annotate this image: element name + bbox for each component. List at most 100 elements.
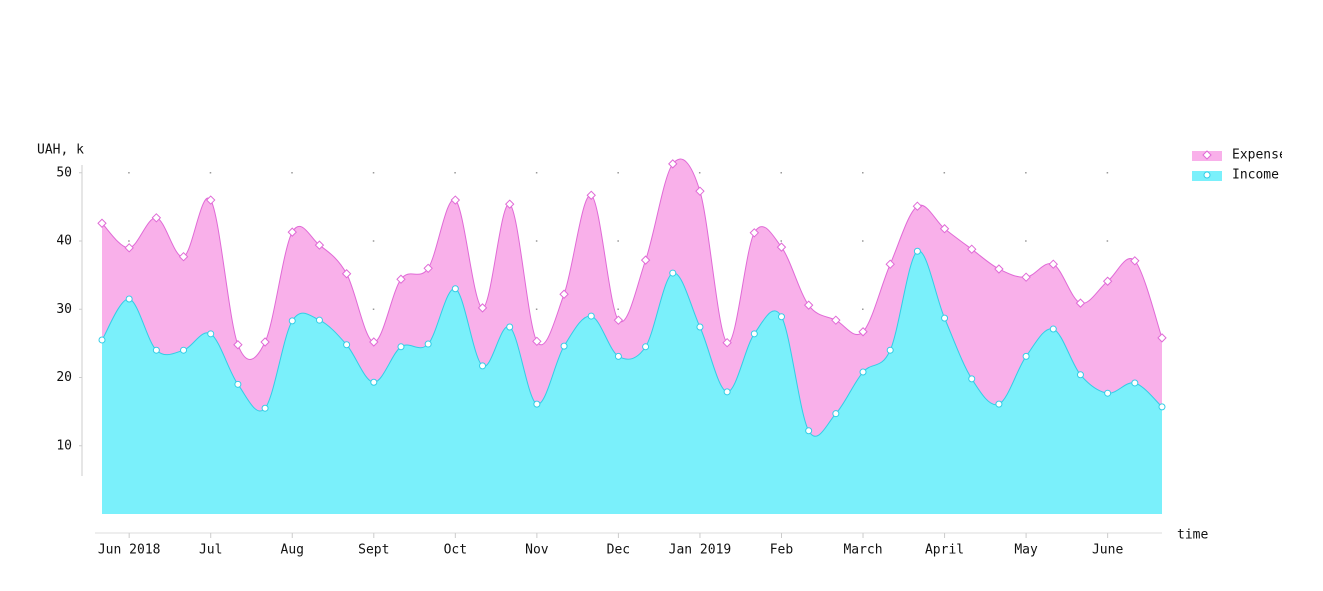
x-tick-label: Oct <box>444 543 467 558</box>
x-tick-label: June <box>1092 543 1123 558</box>
point <box>260 337 270 347</box>
point <box>1158 403 1166 411</box>
point <box>695 186 705 196</box>
point <box>995 400 1003 408</box>
point <box>287 227 297 237</box>
point <box>1102 276 1113 286</box>
x-axis-label: time <box>1177 528 1208 543</box>
y-tick-label: 50 <box>56 165 72 180</box>
point <box>696 323 704 331</box>
point <box>450 195 461 205</box>
point <box>315 316 323 324</box>
y-tick-label: 40 <box>56 234 72 249</box>
point <box>640 255 651 265</box>
x-tick-label: Jun 2018 <box>98 543 161 558</box>
x-tick-label: Jul <box>199 543 222 558</box>
point <box>749 228 760 238</box>
point <box>941 314 949 322</box>
point <box>1075 298 1086 308</box>
y-tick-label: 10 <box>56 438 72 453</box>
point <box>886 346 894 354</box>
point <box>803 300 814 310</box>
area <box>102 250 1162 514</box>
x-tick-label: March <box>843 543 882 558</box>
point <box>994 264 1004 274</box>
point <box>968 375 976 383</box>
legend: Expenses Income <box>1192 148 1295 183</box>
point <box>1157 333 1167 343</box>
point <box>912 201 923 211</box>
point <box>424 340 432 348</box>
point <box>151 213 162 223</box>
point <box>479 362 487 370</box>
point <box>370 378 378 386</box>
point <box>423 263 433 274</box>
point <box>722 337 732 348</box>
x-tick-label: Dec <box>607 543 630 558</box>
point <box>506 323 514 331</box>
point <box>776 242 787 252</box>
point <box>1022 352 1030 360</box>
point <box>152 346 160 354</box>
legend-label: Income <box>1232 168 1279 183</box>
point <box>125 295 133 303</box>
point <box>777 313 785 321</box>
point <box>913 247 921 255</box>
x-tick-label: April <box>925 543 964 558</box>
point <box>532 336 542 347</box>
point <box>832 410 840 418</box>
point <box>207 330 215 338</box>
point <box>180 346 188 354</box>
legend-label: Expenses <box>1232 148 1295 163</box>
point <box>885 259 895 269</box>
point <box>669 269 677 277</box>
point <box>586 190 596 200</box>
x-tick-label: May <box>1014 543 1038 558</box>
point <box>451 285 459 293</box>
point <box>341 269 352 279</box>
point <box>614 352 622 360</box>
point <box>343 341 351 349</box>
point <box>939 224 950 234</box>
x-tick-label: Jan 2019 <box>669 543 732 558</box>
point <box>206 195 216 205</box>
point <box>97 218 107 228</box>
point <box>369 337 379 347</box>
point <box>233 340 243 350</box>
point <box>831 315 841 325</box>
point <box>723 388 731 396</box>
point <box>967 244 977 254</box>
point <box>1131 379 1139 387</box>
point <box>504 199 515 209</box>
x-tick-label: Sept <box>358 543 389 558</box>
point <box>124 243 134 253</box>
point <box>314 240 325 250</box>
legend-marker <box>1202 150 1212 160</box>
point <box>1076 371 1084 379</box>
y-axis-label: UAH, k <box>37 143 84 158</box>
point <box>858 327 868 337</box>
y-tick-label: 30 <box>56 302 72 317</box>
x-tick-label: Nov <box>525 543 549 558</box>
point <box>587 312 595 320</box>
legend-marker <box>1203 171 1211 179</box>
point <box>613 315 624 325</box>
point <box>1104 389 1112 397</box>
point <box>397 343 405 351</box>
point <box>1130 256 1140 266</box>
point <box>1048 259 1058 269</box>
point <box>178 251 189 262</box>
point <box>859 368 867 376</box>
point <box>560 342 568 350</box>
x-tick-label: Feb <box>770 543 794 558</box>
point <box>477 303 488 313</box>
line <box>101 158 1163 360</box>
point <box>288 317 296 325</box>
point <box>533 400 541 408</box>
point <box>559 289 569 299</box>
point <box>1049 325 1057 333</box>
point <box>642 343 650 351</box>
point <box>668 159 678 169</box>
point <box>396 274 406 284</box>
